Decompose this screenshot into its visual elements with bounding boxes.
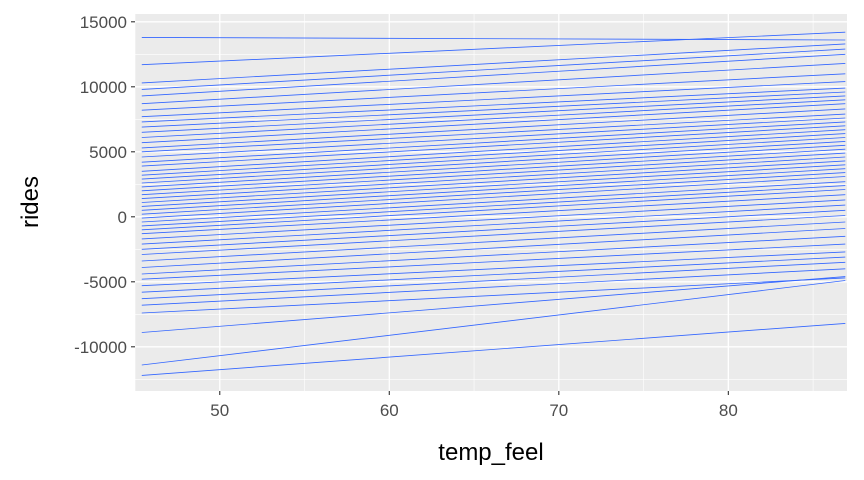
series-line [141,91,846,128]
series-line [141,181,846,223]
series-line [141,148,846,192]
series-line [141,152,846,196]
series-lines [141,31,846,376]
y-tick-label: -10000 [74,338,127,357]
series-line [141,322,846,376]
series-line [141,204,846,245]
series-line [141,53,846,97]
series-line [141,137,846,180]
series-line [141,43,846,84]
series-line [141,113,846,153]
series-line [141,81,846,118]
series-line [141,243,846,280]
series-line [141,172,846,215]
x-axis-title: temp_feel [438,439,543,466]
y-tick-label: -5000 [84,273,127,292]
series-line [141,256,846,293]
series-line [141,168,846,211]
series-line [141,140,846,184]
series-line [141,189,846,231]
series-line [141,95,846,133]
series-line [141,277,846,314]
series-line [141,133,846,176]
series-line [141,48,846,90]
y-tick-label: 15000 [80,13,127,32]
series-line [141,209,846,250]
x-tick-label: 60 [380,401,399,420]
x-tick-label: 70 [549,401,568,420]
series-line [141,117,846,158]
series-line [141,228,846,268]
series-line [141,144,846,188]
series-line [141,108,846,149]
series-line [141,199,846,240]
x-axis: 50 60 70 80 [210,391,738,420]
series-line [141,235,846,275]
y-axis: -10000 -5000 0 5000 10000 15000 [74,13,135,357]
y-tick-label: 0 [118,208,127,227]
series-line [141,62,846,105]
x-tick-label: 50 [210,401,229,420]
series-line [141,125,846,167]
series-line [141,215,846,255]
series-line [141,251,846,287]
series-line [141,176,846,219]
series-line [141,156,846,200]
series-line [141,160,846,203]
y-tick-label: 5000 [89,143,127,162]
series-line [141,31,846,66]
series-line [141,73,846,111]
panel-background [135,14,847,391]
series-line [141,276,846,333]
series-line [141,87,846,123]
series-line [141,99,846,138]
series-line [141,36,846,41]
series-line [141,261,846,300]
series-line [141,268,846,306]
series-line [141,121,846,163]
y-tick-label: 10000 [80,78,127,97]
x-tick-label: 80 [719,401,738,420]
series-line [141,129,846,172]
y-axis-title: rides [17,176,44,228]
series-line [141,280,846,366]
series-line [141,103,846,144]
series-line [141,194,846,235]
series-line [141,164,846,207]
series-line [141,221,846,262]
series-line [141,185,846,227]
